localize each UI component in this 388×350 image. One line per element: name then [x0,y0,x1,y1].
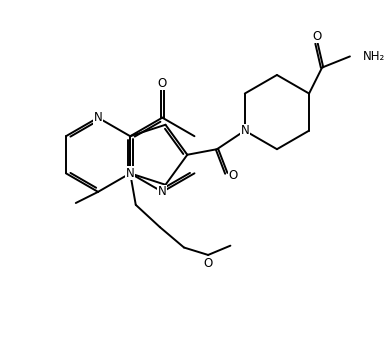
Text: O: O [203,257,213,270]
Text: NH₂: NH₂ [363,50,385,63]
Text: N: N [158,186,167,198]
Text: O: O [228,169,237,182]
Text: O: O [158,77,167,90]
Text: O: O [312,29,321,42]
Text: N: N [126,167,135,180]
Text: N: N [241,124,249,137]
Text: N: N [94,111,102,124]
